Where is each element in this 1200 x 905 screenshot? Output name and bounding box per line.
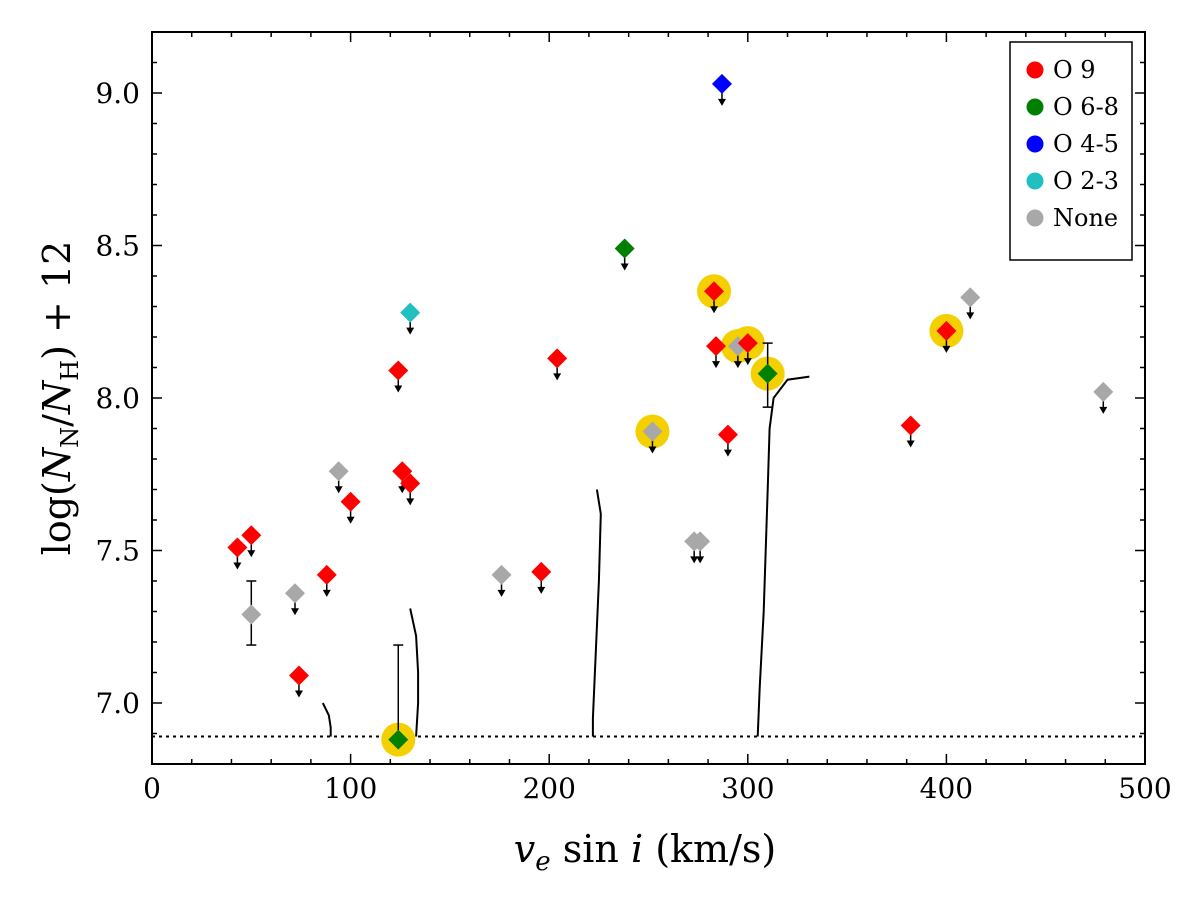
upper-limit-arrowhead	[1099, 406, 1108, 414]
data-point	[392, 461, 413, 482]
data-point	[388, 360, 409, 381]
model-curve	[409, 608, 420, 737]
data-point	[960, 287, 981, 308]
y-tick-label: 9.0	[95, 77, 140, 110]
legend-marker	[1026, 98, 1044, 116]
upper-limit-arrowhead	[717, 98, 726, 106]
upper-limit-arrows	[233, 91, 1108, 698]
data-point	[737, 333, 758, 354]
data-point	[288, 665, 309, 686]
data-point	[1093, 381, 1114, 402]
data-point	[400, 473, 421, 494]
y-tick-labels: 7.0 7.5 8.0 8.5 9.0	[95, 77, 140, 720]
data-point	[614, 238, 635, 259]
upper-limit-arrowhead	[398, 486, 407, 494]
x-tick-label: 500	[1118, 772, 1171, 805]
legend-marker	[1026, 135, 1044, 153]
upper-limit-arrowhead	[394, 385, 403, 393]
data-point	[706, 336, 727, 357]
data-point	[711, 73, 732, 94]
data-point	[241, 525, 262, 546]
data-point	[531, 561, 552, 582]
y-tick-label: 7.5	[95, 535, 140, 568]
y-tick-label: 7.0	[95, 687, 140, 720]
upper-limit-arrowhead	[406, 498, 415, 506]
upper-limit-arrowhead	[537, 586, 546, 594]
data-point	[241, 604, 262, 625]
data-point	[642, 421, 663, 442]
highlight-circles	[381, 274, 964, 757]
upper-limit-arrowhead	[620, 263, 629, 271]
upper-limit-arrowhead	[712, 361, 721, 369]
legend-label: O 9	[1053, 56, 1096, 84]
upper-limit-arrowhead	[690, 556, 699, 564]
model-curve	[321, 702, 332, 737]
legend-label: O 2-3	[1053, 167, 1119, 195]
upper-limit-arrowhead	[406, 327, 415, 335]
upper-limit-arrowhead	[966, 312, 975, 320]
upper-limit-arrowhead	[247, 550, 256, 558]
upper-limit-arrowhead	[553, 373, 562, 381]
data-point	[328, 461, 349, 482]
data-point	[690, 531, 711, 552]
legend-marker	[1026, 172, 1044, 190]
upper-limit-arrowhead	[906, 440, 915, 448]
legend: O 9 O 6-8 O 4-5 O 2-3 None	[1009, 41, 1133, 261]
upper-limit-arrowhead	[497, 589, 506, 597]
upper-limit-arrowhead	[723, 449, 732, 457]
x-tick-label: 200	[522, 772, 575, 805]
upper-limit-arrowhead	[743, 358, 752, 366]
data-point	[717, 424, 738, 445]
data-point	[340, 491, 361, 512]
legend-label: O 6-8	[1053, 93, 1119, 121]
x-tick-label: 0	[143, 772, 161, 805]
axis-ticks	[151, 31, 1146, 765]
legend-label: None	[1053, 204, 1118, 232]
model-curve	[591, 489, 602, 737]
plot-frame	[151, 31, 1146, 765]
upper-limit-arrowhead	[290, 608, 299, 616]
legend-label: O 4-5	[1053, 130, 1119, 158]
y-tick-label: 8.0	[95, 382, 140, 415]
upper-limit-arrowhead	[233, 562, 242, 570]
y-axis-title: log(NN/NH) + 12	[35, 241, 84, 556]
x-tick-label: 100	[324, 772, 377, 805]
data-point	[227, 537, 248, 558]
upper-limit-arrowhead	[322, 589, 331, 597]
legend-marker	[1026, 61, 1044, 79]
upper-limit-arrowhead	[334, 486, 343, 494]
data-point	[704, 281, 725, 302]
upper-limit-arrowhead	[294, 690, 303, 698]
y-tick-label: 8.5	[95, 230, 140, 263]
model-curves	[321, 375, 810, 737]
x-tick-label: 300	[721, 772, 774, 805]
legend-marker	[1026, 209, 1044, 227]
data-point	[936, 320, 957, 341]
upper-limit-arrowhead	[648, 446, 657, 454]
data-point	[757, 363, 778, 384]
x-tick-labels: 0 100 200 300 400 500	[143, 772, 1172, 805]
data-point	[284, 583, 305, 604]
model-curve	[756, 375, 810, 737]
data-point	[491, 564, 512, 585]
upper-limit-arrowhead	[346, 516, 355, 524]
data-point	[900, 415, 921, 436]
data-points	[227, 73, 1114, 750]
upper-limit-arrowhead	[942, 345, 951, 353]
x-axis-title: ve sin i (km/s)	[514, 827, 776, 877]
data-point	[400, 302, 421, 323]
data-point	[316, 564, 337, 585]
upper-limit-arrowhead	[696, 556, 705, 564]
data-point	[547, 348, 568, 369]
upper-limit-arrowhead	[710, 306, 719, 314]
upper-limit-arrowhead	[733, 361, 742, 369]
data-point	[388, 729, 409, 750]
x-tick-label: 400	[920, 772, 973, 805]
